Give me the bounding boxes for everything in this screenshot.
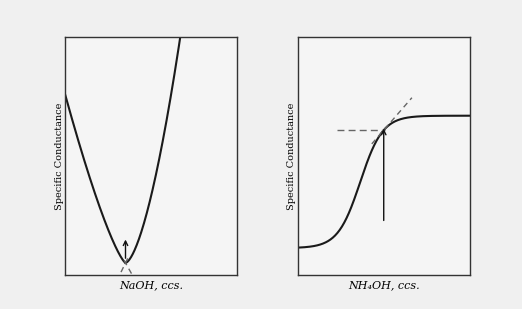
X-axis label: NH₄OH, ccs.: NH₄OH, ccs. xyxy=(348,281,420,290)
X-axis label: NaOH, ccs.: NaOH, ccs. xyxy=(120,281,183,290)
Y-axis label: Specific Conductance: Specific Conductance xyxy=(287,102,296,210)
Y-axis label: Specific Conductance: Specific Conductance xyxy=(55,102,64,210)
